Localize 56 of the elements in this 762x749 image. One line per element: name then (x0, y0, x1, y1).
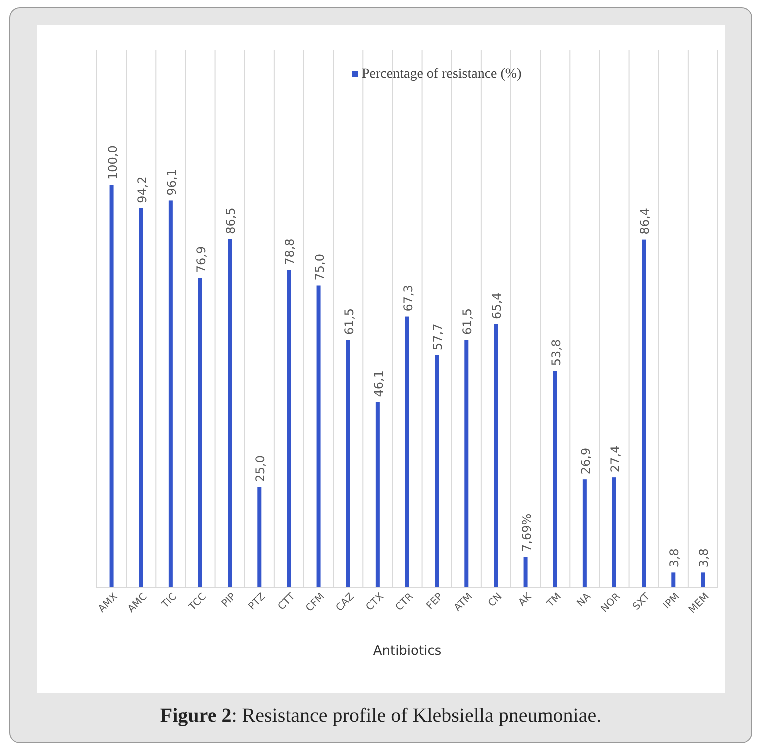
bar (524, 557, 528, 588)
bar (110, 185, 114, 588)
x-tick-label: CTT (276, 590, 298, 613)
data-label: 75,0 (312, 254, 327, 281)
bar (435, 355, 440, 588)
x-tick-label: PIP (220, 592, 239, 610)
x-axis-title: Antibiotics (373, 644, 442, 659)
data-label: 26,9 (578, 448, 593, 475)
legend-label: Percentage of resistance (%) (362, 67, 522, 82)
data-label: 76,9 (194, 246, 208, 274)
bar (494, 324, 498, 588)
data-label: 7,69% (520, 514, 534, 552)
bar (168, 200, 173, 588)
text: Figure 2: Resistance profile of Klebsiella pneumoniae. (160, 705, 602, 727)
bar (701, 572, 706, 588)
bar (642, 240, 646, 588)
data-label: 3,8 (697, 548, 712, 568)
bar (464, 340, 469, 588)
data-label: 27,4 (608, 446, 622, 473)
bar (139, 208, 144, 588)
bar (258, 487, 262, 588)
bar (287, 270, 292, 588)
data-label: 3,8 (668, 548, 682, 568)
data-label: 57,7 (431, 324, 446, 350)
data-label: 25,0 (254, 456, 268, 482)
x-tick-label: IPM (662, 592, 682, 612)
x-tick-label: TCC (186, 592, 209, 614)
data-label: 46,1 (372, 370, 386, 398)
x-tick-label: FEP (424, 592, 446, 612)
bar (228, 239, 232, 588)
data-label: 65,4 (490, 292, 504, 320)
data-label: 96,1 (164, 169, 179, 196)
bar (316, 286, 321, 588)
x-tick-label: CTR (394, 592, 416, 614)
bar (672, 572, 676, 588)
x-tick-label: CN (486, 592, 505, 610)
data-label: 61,5 (342, 308, 356, 336)
bar (582, 480, 587, 588)
bar (553, 371, 558, 588)
x-tick-label: AK (517, 591, 535, 609)
data-label: 94,2 (135, 176, 150, 204)
x-tick-label: TM (544, 592, 564, 610)
bar (376, 402, 380, 588)
data-label: 53,8 (549, 339, 564, 366)
data-label: 86,5 (224, 208, 238, 234)
bar (406, 316, 410, 588)
x-tick-label: NA (576, 591, 594, 610)
bar (346, 340, 350, 588)
x-tick-label: TIC (160, 592, 180, 612)
data-label: 86,4 (638, 208, 652, 235)
bar (198, 278, 202, 588)
data-label: 67,3 (402, 285, 416, 312)
data-label: 61,5 (460, 308, 475, 336)
bar (612, 478, 616, 588)
data-label: 78,8 (283, 238, 298, 266)
data-label: 100,0 (106, 146, 120, 180)
